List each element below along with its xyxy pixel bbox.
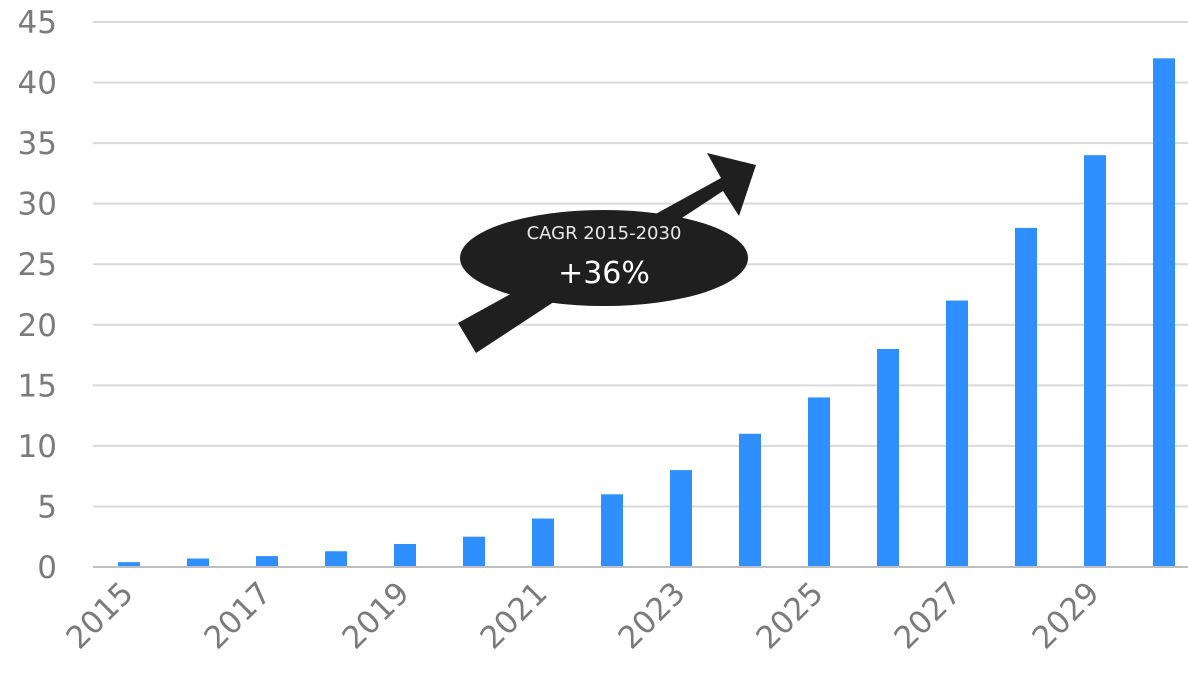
bar-2024 bbox=[739, 433, 761, 567]
y-tick-label: 20 bbox=[18, 308, 57, 344]
y-tick-label: 30 bbox=[18, 187, 57, 223]
bar-2028 bbox=[1015, 227, 1037, 567]
x-tick-label: 2021 bbox=[473, 575, 554, 656]
bars-layer bbox=[118, 58, 1175, 567]
x-tick-label: 2023 bbox=[611, 575, 692, 656]
y-tick-label: 35 bbox=[18, 126, 57, 162]
cagr-annotation-title: CAGR 2015-2030 bbox=[527, 223, 682, 244]
cagr-annotation: CAGR 2015-2030 +36% bbox=[458, 153, 756, 353]
cagr-bubble bbox=[460, 210, 748, 306]
x-tick-label: 2025 bbox=[749, 575, 830, 656]
x-tick-label: 2017 bbox=[197, 575, 278, 656]
bar-2029 bbox=[1084, 155, 1106, 567]
x-axis-ticks: 2015 2017 2019 2021 2023 2025 2027 2029 bbox=[59, 575, 1106, 656]
y-tick-label: 45 bbox=[18, 5, 57, 41]
bar-2027 bbox=[946, 300, 968, 567]
bar-2030 bbox=[1153, 58, 1175, 567]
bar-2021 bbox=[532, 518, 554, 567]
cagr-annotation-value: +36% bbox=[558, 256, 650, 291]
bar-2015 bbox=[118, 562, 140, 567]
bar-2018 bbox=[325, 551, 347, 567]
y-tick-label: 25 bbox=[18, 247, 57, 283]
bar-2017 bbox=[256, 556, 278, 567]
bar-2026 bbox=[877, 349, 899, 567]
y-tick-label: 5 bbox=[37, 489, 57, 525]
bar-2016 bbox=[187, 558, 209, 567]
bar-2025 bbox=[808, 397, 830, 567]
bar-2019 bbox=[394, 543, 416, 567]
bar-2022 bbox=[601, 494, 623, 567]
bar-2023 bbox=[670, 470, 692, 567]
x-tick-label: 2027 bbox=[887, 575, 968, 656]
x-tick-label: 2019 bbox=[335, 575, 416, 656]
y-tick-label: 40 bbox=[18, 66, 57, 102]
y-axis-ticks: 0 5 10 15 20 25 30 35 40 45 bbox=[18, 5, 57, 586]
bar-2020 bbox=[463, 536, 485, 567]
y-tick-label: 10 bbox=[18, 429, 57, 465]
y-tick-label: 15 bbox=[18, 368, 57, 404]
x-tick-label: 2015 bbox=[59, 575, 140, 656]
x-tick-label: 2029 bbox=[1025, 575, 1106, 656]
y-tick-label: 0 bbox=[37, 550, 57, 586]
